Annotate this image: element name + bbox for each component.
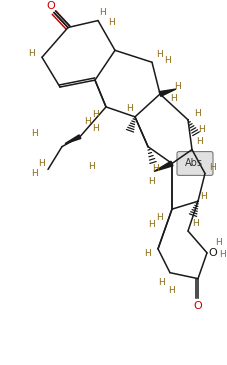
Text: H: H xyxy=(209,163,215,172)
Text: Abs: Abs xyxy=(184,158,202,169)
Text: H: H xyxy=(32,169,38,178)
Text: H: H xyxy=(174,81,181,91)
Polygon shape xyxy=(65,135,81,144)
Text: H: H xyxy=(219,250,225,259)
Text: H: H xyxy=(158,278,165,287)
Text: H: H xyxy=(84,117,91,126)
Text: H: H xyxy=(156,212,163,222)
Text: O: O xyxy=(46,1,55,11)
Text: H: H xyxy=(144,249,151,258)
Text: H: H xyxy=(148,177,155,186)
Text: H: H xyxy=(126,104,133,114)
Text: H: H xyxy=(156,50,163,59)
Text: O: O xyxy=(193,301,202,311)
Polygon shape xyxy=(153,161,172,172)
Text: H: H xyxy=(198,125,205,134)
Text: H: H xyxy=(168,286,175,295)
Text: H: H xyxy=(32,129,38,138)
Text: H: H xyxy=(38,159,45,168)
Text: H: H xyxy=(215,238,221,247)
Polygon shape xyxy=(158,89,175,96)
Text: H: H xyxy=(92,110,99,119)
Text: H: H xyxy=(196,137,202,146)
Text: H: H xyxy=(200,192,207,201)
Text: O: O xyxy=(208,248,216,258)
Text: H: H xyxy=(148,219,155,228)
Text: H: H xyxy=(88,162,95,171)
Text: H: H xyxy=(152,164,159,173)
Text: H: H xyxy=(99,8,106,17)
Text: H: H xyxy=(164,56,171,65)
Text: H: H xyxy=(194,110,200,118)
Text: H: H xyxy=(92,124,99,133)
Text: H: H xyxy=(108,18,115,27)
FancyBboxPatch shape xyxy=(176,151,212,176)
Text: H: H xyxy=(29,49,35,58)
Text: H: H xyxy=(170,95,177,103)
Text: H: H xyxy=(192,219,198,227)
